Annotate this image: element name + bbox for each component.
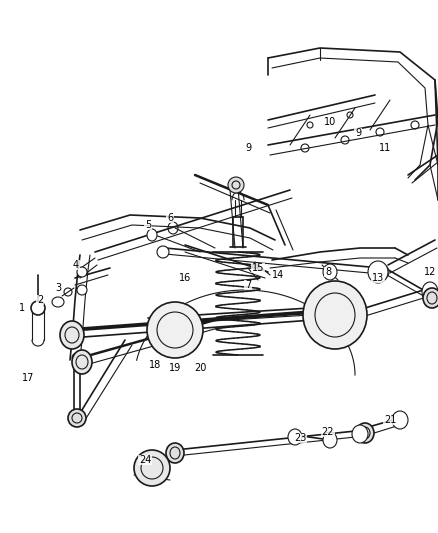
Text: 5: 5 xyxy=(145,220,151,230)
Text: 20: 20 xyxy=(194,363,206,373)
Ellipse shape xyxy=(368,261,388,283)
Ellipse shape xyxy=(303,281,367,349)
Text: 15: 15 xyxy=(252,263,264,273)
Ellipse shape xyxy=(356,423,374,443)
Text: 22: 22 xyxy=(322,427,334,437)
Ellipse shape xyxy=(166,443,184,463)
Ellipse shape xyxy=(147,302,203,358)
Text: 10: 10 xyxy=(324,117,336,127)
Ellipse shape xyxy=(68,409,86,427)
Text: 14: 14 xyxy=(272,270,284,280)
Text: 2: 2 xyxy=(37,295,43,305)
Ellipse shape xyxy=(423,288,438,308)
Text: 12: 12 xyxy=(424,267,436,277)
Text: 11: 11 xyxy=(379,143,391,153)
Text: 13: 13 xyxy=(372,273,384,283)
Ellipse shape xyxy=(77,285,87,295)
Ellipse shape xyxy=(52,297,64,307)
Text: 6: 6 xyxy=(167,213,173,223)
Ellipse shape xyxy=(323,432,337,448)
Ellipse shape xyxy=(147,229,157,241)
Ellipse shape xyxy=(72,350,92,374)
Ellipse shape xyxy=(157,246,169,258)
Text: 18: 18 xyxy=(149,360,161,370)
Text: 16: 16 xyxy=(179,273,191,283)
Ellipse shape xyxy=(60,321,84,349)
Text: 7: 7 xyxy=(245,280,251,290)
Ellipse shape xyxy=(392,411,408,429)
Ellipse shape xyxy=(422,282,438,302)
Ellipse shape xyxy=(375,265,389,279)
Text: 9: 9 xyxy=(245,143,251,153)
Ellipse shape xyxy=(323,264,337,280)
Ellipse shape xyxy=(134,450,170,486)
Ellipse shape xyxy=(31,301,45,315)
Ellipse shape xyxy=(228,177,244,193)
Text: 3: 3 xyxy=(55,283,61,293)
Text: 19: 19 xyxy=(169,363,181,373)
Text: 8: 8 xyxy=(325,267,331,277)
Text: 17: 17 xyxy=(22,373,34,383)
Text: 9: 9 xyxy=(355,128,361,138)
Ellipse shape xyxy=(77,267,87,277)
Ellipse shape xyxy=(352,425,368,443)
Text: 21: 21 xyxy=(384,415,396,425)
Text: 1: 1 xyxy=(19,303,25,313)
Ellipse shape xyxy=(288,429,302,445)
Text: 23: 23 xyxy=(294,433,306,443)
Text: 24: 24 xyxy=(139,455,151,465)
Text: 4: 4 xyxy=(73,260,79,270)
